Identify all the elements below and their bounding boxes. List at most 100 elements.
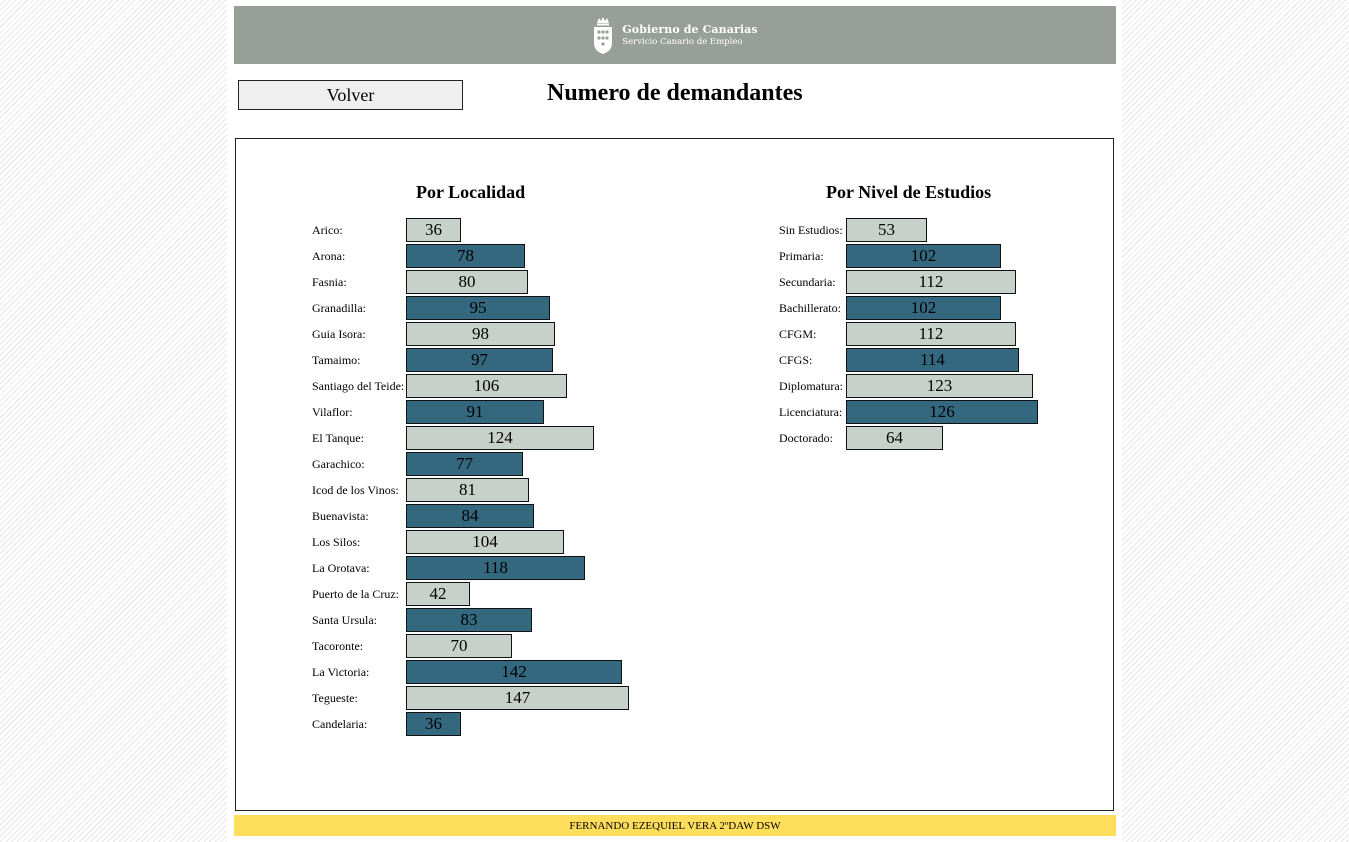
- category-label: Garachico:: [312, 457, 365, 471]
- bar-value-label: 97: [471, 350, 488, 369]
- bar-value-label: 70: [450, 636, 468, 655]
- bar-value-label: 53: [878, 220, 895, 239]
- bar-row: Garachico: 77: [312, 452, 646, 476]
- category-label: Arico:: [312, 223, 343, 237]
- footer-text: FERNANDO EZEQUIEL VERA 2ºDAW DSW: [569, 819, 781, 832]
- bar: 84: [406, 504, 534, 528]
- bar-value-label: 114: [920, 350, 945, 369]
- bar-row: CFGM: 112: [779, 322, 1086, 346]
- category-label: Secundaria:: [779, 275, 836, 289]
- bar-row: La Victoria: 142: [312, 660, 646, 684]
- category-label: Candelaria:: [312, 717, 368, 731]
- bar-value-label: 98: [472, 324, 489, 343]
- bar: 77: [406, 452, 523, 476]
- charts-panel: Por Localidad Arico: 36 Arona: 78 Fasnia: 80 G…: [235, 138, 1114, 811]
- bar-row: Bachillerato: 102: [779, 296, 1086, 320]
- bar-row: Santiago del Teide: 106: [312, 374, 646, 398]
- bar-row: Vilaflor: 91: [312, 400, 646, 424]
- bar-row: El Tanque: 124: [312, 426, 646, 450]
- header-banner: Gobierno de Canarias Servicio Canario de…: [234, 6, 1116, 64]
- bar-value-label: 142: [501, 662, 527, 681]
- bar: 104: [406, 530, 564, 554]
- bar-value-label: 126: [929, 402, 955, 421]
- category-label: Puerto de la Cruz:: [312, 587, 399, 601]
- footer-bar: FERNANDO EZEQUIEL VERA 2ºDAW DSW: [234, 815, 1116, 836]
- bar-row: Puerto de la Cruz: 42: [312, 582, 646, 606]
- bar: 114: [846, 348, 1019, 372]
- logo-title: Gobierno de Canarias: [622, 23, 758, 36]
- category-label: Sin Estudios:: [779, 223, 843, 237]
- bar-value-label: 42: [429, 584, 447, 603]
- bar-value-label: 123: [926, 376, 953, 395]
- bar-value-label: 36: [425, 714, 442, 733]
- category-label: Santiago del Teide:: [312, 379, 405, 393]
- bar-row: Buenavista: 84: [312, 504, 646, 528]
- bar-value-label: 84: [461, 506, 479, 525]
- logo-subtitle: Servicio Canario de Empleo: [622, 37, 743, 47]
- bar-row: Los Silos: 104: [312, 530, 646, 554]
- bar: 118: [406, 556, 585, 580]
- bar-value-label: 36: [425, 220, 442, 239]
- bar-row: Candelaria: 36: [312, 712, 646, 736]
- bar-row: La Orotava: 118: [312, 556, 646, 580]
- bar-value-label: 95: [469, 298, 487, 317]
- bar: 36: [406, 712, 461, 736]
- bar-value-label: 118: [483, 558, 508, 577]
- category-label: Primaria:: [779, 249, 824, 263]
- bar-row: Arico: 36: [312, 218, 646, 242]
- bar-row: Icod de los Vinos: 81: [312, 478, 646, 502]
- bar: 36: [406, 218, 461, 242]
- bar: 80: [406, 270, 528, 294]
- back-button[interactable]: Volver: [238, 80, 463, 110]
- bar-row: Guia Isora: 98: [312, 322, 646, 346]
- category-label: CFGM:: [779, 327, 817, 341]
- bar: 147: [406, 686, 629, 710]
- bar-row: CFGS: 114: [779, 348, 1086, 372]
- bar: 106: [406, 374, 567, 398]
- bar-value-label: 102: [910, 246, 937, 265]
- category-label: Los Silos:: [312, 535, 361, 549]
- bar-row: Fasnia: 80: [312, 270, 646, 294]
- bar-row: Primaria: 102: [779, 244, 1086, 268]
- bar: 124: [406, 426, 594, 450]
- bar: 53: [846, 218, 927, 242]
- bar-row: Sin Estudios: 53: [779, 218, 1086, 242]
- category-label: Tegueste:: [312, 691, 358, 705]
- bar-value-label: 78: [457, 246, 474, 265]
- bar-row: Tacoronte: 70: [312, 634, 646, 658]
- bar-value-label: 102: [910, 298, 937, 317]
- chart-title-localidad: Por Localidad: [416, 182, 526, 202]
- bar: 112: [846, 270, 1016, 294]
- bar-row: Santa Ursula: 83: [312, 608, 646, 632]
- category-label: Doctorado:: [779, 431, 833, 445]
- bar-row: Secundaria: 112: [779, 270, 1086, 294]
- category-label: Bachillerato:: [779, 301, 841, 315]
- bar: 83: [406, 608, 532, 632]
- bar-value-label: 83: [460, 610, 478, 629]
- bar-row: Doctorado: 64: [779, 426, 1086, 450]
- bar-value-label: 77: [456, 454, 473, 473]
- bar: 102: [846, 244, 1001, 268]
- bar-value-label: 147: [504, 688, 531, 707]
- page-title: Numero de demandantes: [547, 80, 803, 106]
- bar: 70: [406, 634, 512, 658]
- category-label: La Orotava:: [312, 561, 370, 575]
- bar: 42: [406, 582, 470, 606]
- page-container: Gobierno de Canarias Servicio Canario de…: [227, 0, 1122, 842]
- category-label: Guia Isora:: [312, 327, 366, 341]
- bar: 98: [406, 322, 555, 346]
- bar-value-label: 104: [472, 532, 498, 551]
- category-label: La Victoria:: [312, 665, 370, 679]
- coat-of-arms-icon: [594, 17, 613, 54]
- bar: 91: [406, 400, 544, 424]
- category-label: Buenavista:: [312, 509, 369, 523]
- bar: 81: [406, 478, 529, 502]
- bar: 112: [846, 322, 1016, 346]
- category-label: Licenciatura:: [779, 405, 843, 419]
- bar-value-label: 64: [886, 428, 903, 447]
- bar-row: Licenciatura: 126: [779, 400, 1086, 424]
- category-label: El Tanque:: [312, 431, 364, 445]
- bar: 123: [846, 374, 1033, 398]
- bar-value-label: 91: [466, 402, 484, 421]
- bar-value-label: 124: [487, 428, 513, 447]
